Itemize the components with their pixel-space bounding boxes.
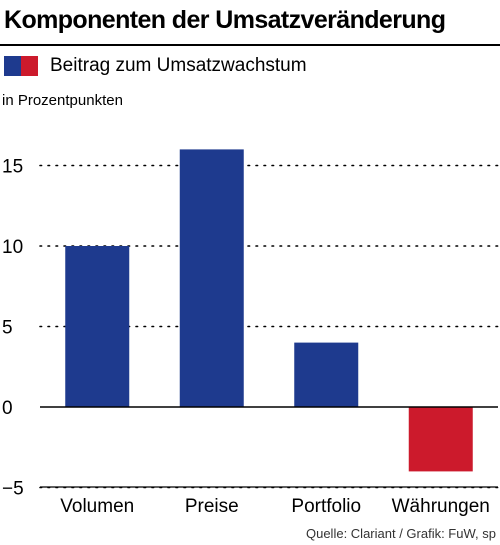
y-tick-label: 15 — [2, 157, 23, 178]
x-tick-label: Portfolio — [291, 496, 361, 517]
y-tick-label: 10 — [2, 237, 23, 258]
legend-swatch-blue — [4, 56, 21, 76]
bar — [65, 246, 130, 407]
y-axis-unit-label: in Prozentpunkten — [2, 92, 123, 109]
x-tick-label: Preise — [185, 496, 239, 517]
legend-swatch-red — [21, 56, 38, 76]
y-tick-label: −5 — [2, 479, 24, 500]
y-tick-label: 5 — [2, 318, 13, 339]
chart-title: Komponenten der Umsatzveränderung — [4, 6, 446, 34]
x-tick-label: Volumen — [60, 496, 134, 517]
bar — [179, 149, 244, 407]
title-rule — [0, 44, 500, 46]
source-note: Quelle: Clariant / Grafik: FuW, sp — [305, 526, 496, 541]
bar — [294, 342, 359, 407]
legend: Beitrag zum Umsatzwachstum — [4, 55, 307, 77]
bar — [408, 407, 473, 472]
legend-label: Beitrag zum Umsatzwachstum — [50, 55, 307, 76]
x-tick-label: Währungen — [392, 496, 490, 517]
y-tick-label: 0 — [2, 398, 13, 419]
